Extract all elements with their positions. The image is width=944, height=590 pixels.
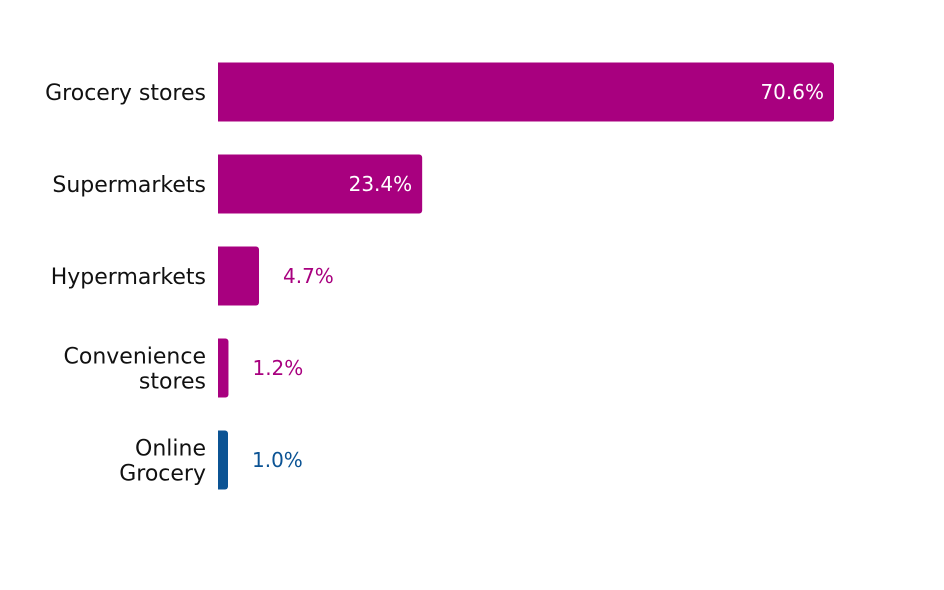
- category-label: Online: [135, 437, 206, 462]
- value-label: 70.6%: [760, 80, 824, 104]
- bar-left-edge: [218, 338, 222, 398]
- bar: [218, 246, 260, 306]
- value-label: 23.4%: [349, 172, 413, 196]
- bar-left-edge: [218, 62, 222, 122]
- bar-left-edge: [218, 430, 222, 490]
- bar: [218, 62, 834, 122]
- category-label: Grocery: [119, 462, 206, 487]
- bar: [218, 154, 423, 214]
- category-label: Grocery stores: [45, 81, 206, 106]
- category-label: Hypermarkets: [51, 265, 206, 290]
- category-label: Convenience: [64, 345, 206, 370]
- category-label: Supermarkets: [52, 173, 206, 198]
- category-label: stores: [139, 370, 206, 395]
- value-label: 4.7%: [283, 264, 334, 288]
- value-label: 1.0%: [252, 448, 303, 472]
- bar-left-edge: [218, 246, 222, 306]
- bar-left-edge: [218, 154, 222, 214]
- value-label: 1.2%: [252, 356, 303, 380]
